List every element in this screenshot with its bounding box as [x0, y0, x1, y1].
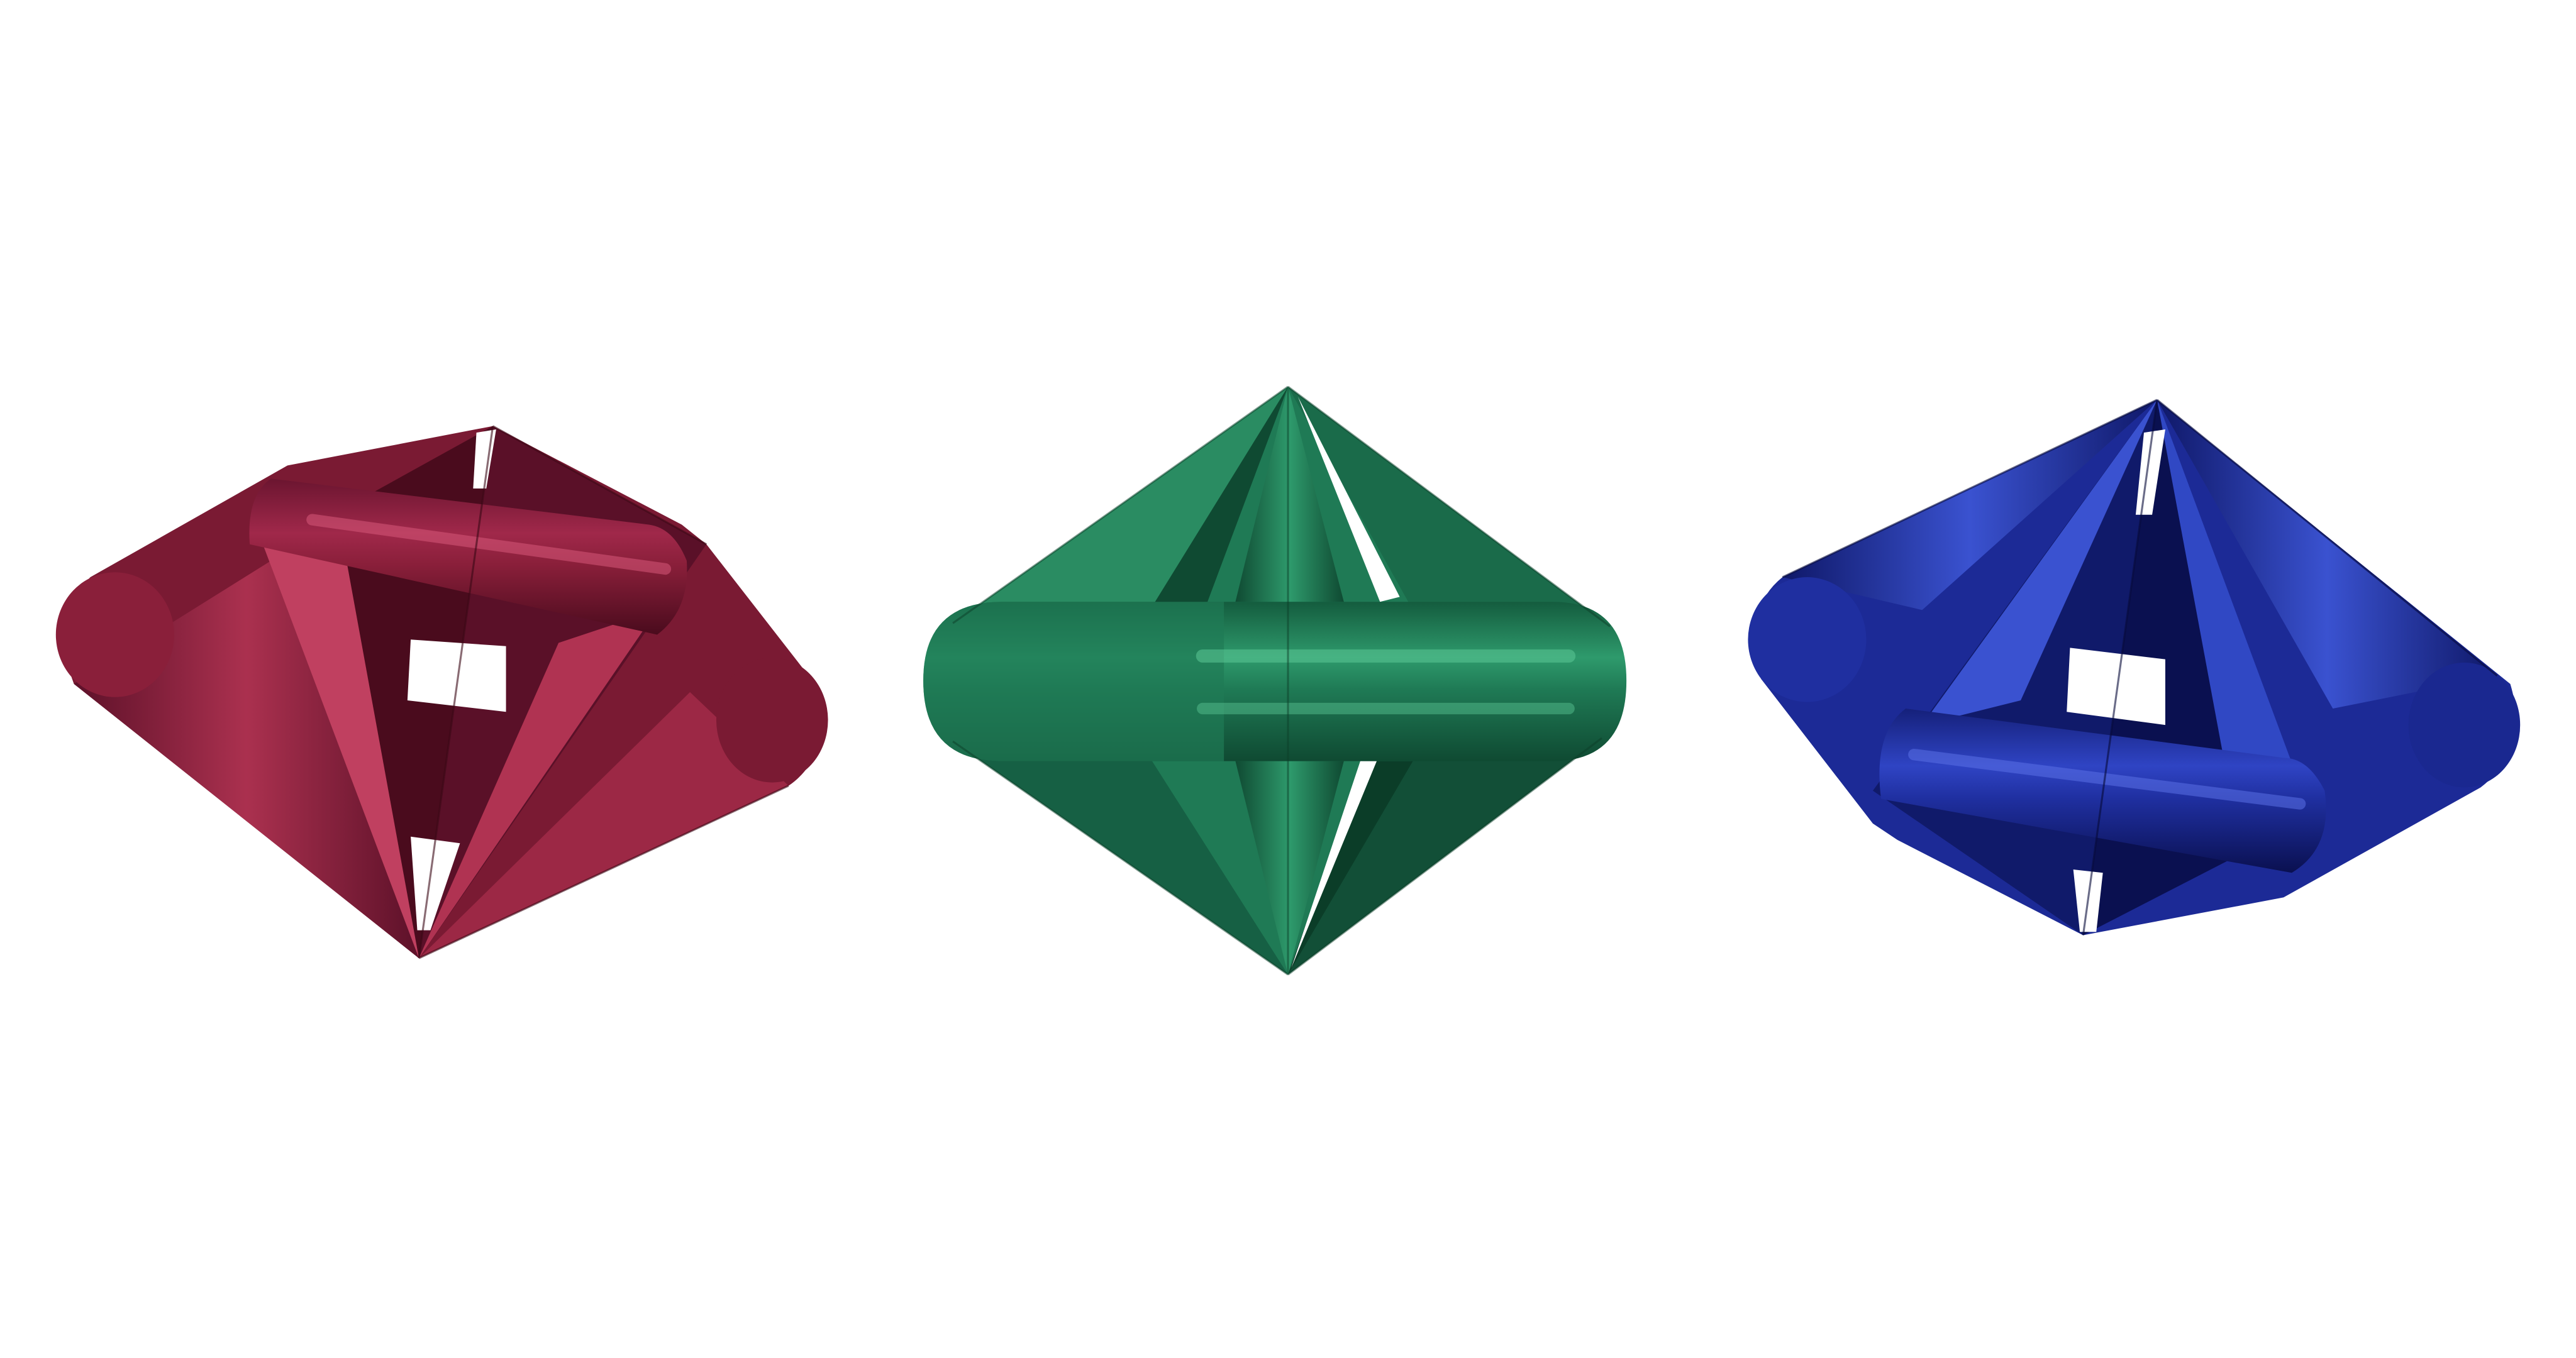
red-tube-top [249, 478, 687, 635]
green-object [923, 385, 1627, 976]
green-gap-top [1297, 396, 1400, 602]
red-object [55, 425, 828, 959]
red-opening-bottom [411, 836, 460, 930]
blue-opening-top [2135, 429, 2165, 515]
green-spike-bottom-right [1288, 761, 1413, 975]
green-tube-shadow [923, 602, 1224, 761]
red-tube-highlight [306, 514, 672, 575]
blue-edges [1782, 399, 2498, 936]
red-tube-end-right [716, 658, 828, 783]
red-edges [418, 425, 789, 959]
green-spike-top-left [1150, 387, 1288, 610]
red-tube-end-left [55, 572, 174, 697]
green-spike-bottom [1235, 761, 1344, 975]
blue-cone-right [2157, 399, 2497, 709]
green-spike-top [1235, 387, 1344, 602]
blue-tube-end-left [1748, 577, 1867, 702]
blue-tube-highlight [1908, 749, 2306, 810]
blue-tube-end-right [2408, 662, 2521, 788]
blue-opening [2067, 648, 2165, 726]
red-cone-right [419, 692, 789, 959]
blue-cone-left [1782, 399, 2157, 610]
blue-object [1748, 399, 2521, 936]
blue-cone-center-right [2157, 399, 2309, 815]
red-opening [407, 639, 506, 712]
green-edges [952, 385, 1611, 976]
